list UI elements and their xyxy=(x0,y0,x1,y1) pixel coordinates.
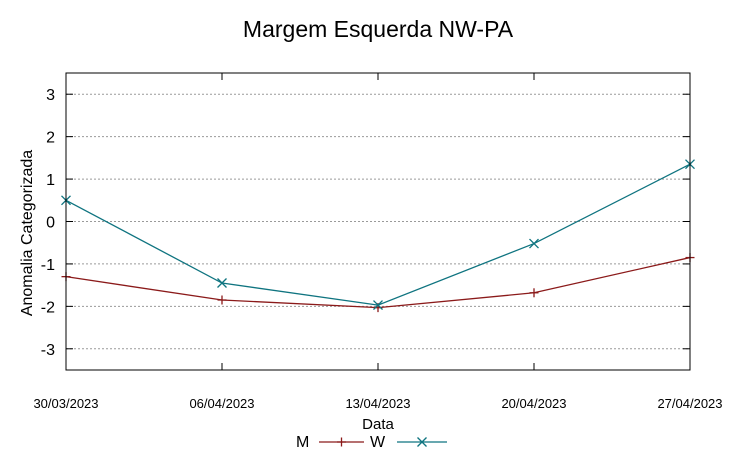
x-tick-label: 13/04/2023 xyxy=(345,396,410,411)
plot-area-frame xyxy=(65,72,691,371)
data-point-W xyxy=(373,300,383,311)
data-point-W xyxy=(529,238,539,249)
x-axis: 30/03/2023 06/04/2023 13/04/2023 20/04/2023… xyxy=(33,73,723,411)
y-tick-label: -2 xyxy=(41,299,55,316)
legend-marker-M xyxy=(337,437,346,447)
legend-marker-W xyxy=(417,437,427,447)
y-tick-label: -1 xyxy=(41,257,55,274)
x-tick-label: 20/04/2023 xyxy=(501,396,566,411)
y-tick-label: 1 xyxy=(46,172,55,189)
y-tick-label: 0 xyxy=(46,215,55,232)
x-tick-label: 30/03/2023 xyxy=(33,396,98,411)
y-tick-label: 3 xyxy=(46,87,55,104)
series-layer xyxy=(61,159,695,313)
series-line-W xyxy=(65,163,691,306)
x-axis-label: Data xyxy=(362,416,394,433)
data-point-W xyxy=(217,278,227,288)
x-tick-label: 27/04/2023 xyxy=(657,396,722,411)
data-point-M xyxy=(529,288,539,298)
legend-label-M: M xyxy=(296,434,309,451)
legend-label-W: W xyxy=(370,434,386,451)
y-tick-label: -3 xyxy=(41,342,55,359)
data-point-M xyxy=(217,295,227,305)
chart-title: Margem Esquerda NW-PA xyxy=(243,16,514,42)
series-line-M xyxy=(65,256,691,309)
y-axis-label: Anomalia Categorizada xyxy=(19,150,36,316)
y-tick-label: 2 xyxy=(46,130,55,147)
y-axis: 3 2 1 0 -1 -2 -3 xyxy=(41,87,690,359)
x-tick-label: 06/04/2023 xyxy=(189,396,254,411)
